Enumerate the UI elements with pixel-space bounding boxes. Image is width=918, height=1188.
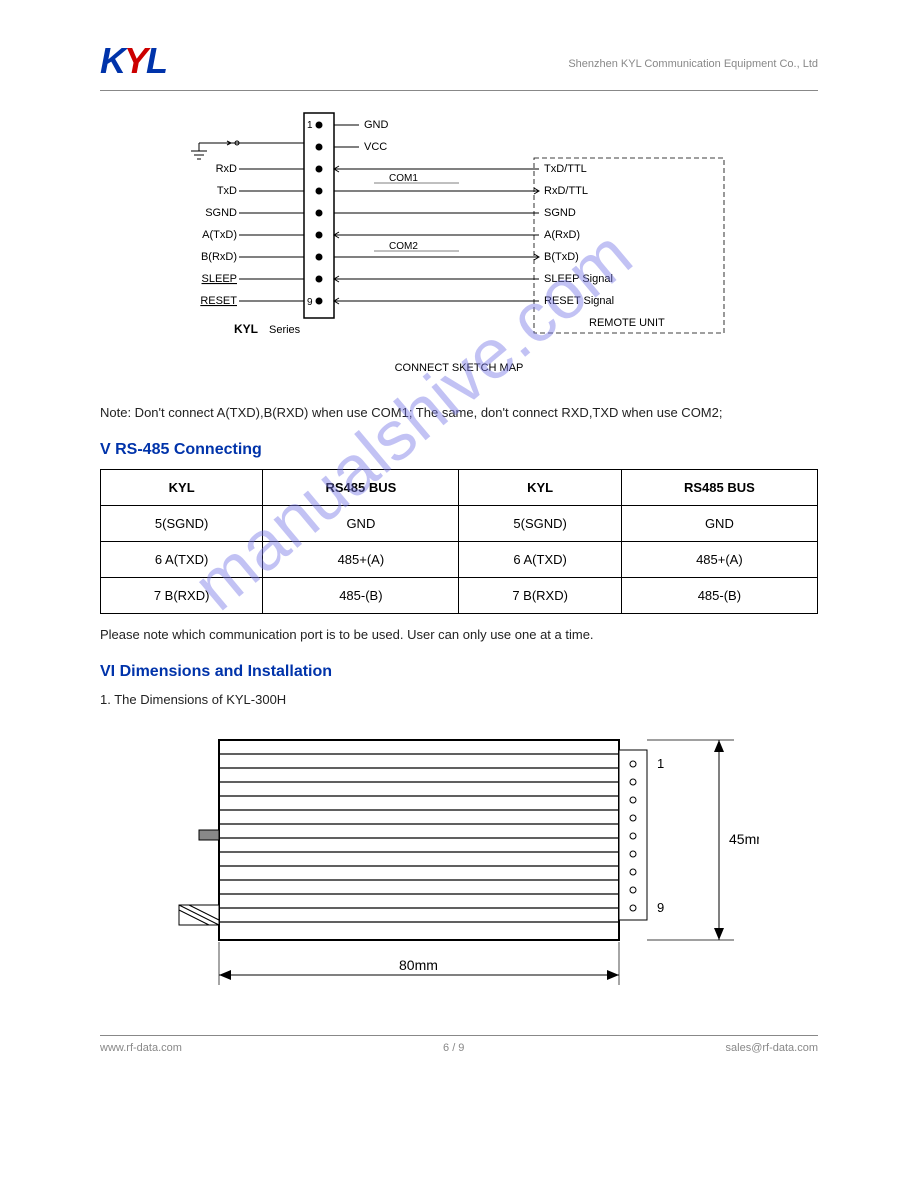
table-header: RS485 BUS: [621, 469, 817, 505]
header-company: Shenzhen KYL Communication Equipment Co.…: [568, 58, 818, 70]
svg-text:Series: Series: [269, 324, 301, 336]
svg-text:COM1: COM1: [389, 173, 418, 184]
svg-text:SLEEP Signal: SLEEP Signal: [544, 273, 613, 285]
rs485-table: KYL RS485 BUS KYL RS485 BUS 5(SGND) GND …: [100, 469, 818, 614]
svg-text:80mm: 80mm: [399, 957, 438, 973]
footer-page-num: 6 / 9: [100, 1042, 818, 1054]
svg-text:1: 1: [657, 756, 664, 771]
svg-text:RxD: RxD: [216, 163, 237, 175]
table-row: 5(SGND) GND 5(SGND) GND: [101, 505, 818, 541]
logo-letter-l: L: [146, 40, 166, 81]
table-header: KYL: [459, 469, 621, 505]
svg-text:SGND: SGND: [544, 207, 576, 219]
table-row: 6 A(TXD) 485+(A) 6 A(TXD) 485+(A): [101, 541, 818, 577]
svg-text:1: 1: [307, 120, 313, 131]
dimensions-heading: VI Dimensions and Installation: [100, 663, 818, 681]
svg-text:RxD/TTL: RxD/TTL: [544, 185, 588, 197]
svg-text:VCC: VCC: [364, 141, 387, 153]
svg-text:9: 9: [307, 297, 313, 308]
sketch-caption: CONNECT SKETCH MAP: [179, 362, 739, 374]
svg-text:B(RxD): B(RxD): [201, 251, 237, 263]
footer-email: sales@rf-data.com: [726, 1042, 818, 1054]
svg-text:A(RxD): A(RxD): [544, 229, 580, 241]
table-row: 7 B(RXD) 485-(B) 7 B(RXD) 485-(B): [101, 577, 818, 613]
svg-text:RESET Signal: RESET Signal: [544, 295, 614, 307]
logo-letter-k: K: [100, 40, 124, 81]
svg-text:KYL: KYL: [234, 322, 258, 336]
logo-letter-y: Y: [124, 40, 146, 81]
dimensions-caption: 1. The Dimensions of KYL-300H: [100, 691, 818, 710]
svg-text:RESET: RESET: [200, 295, 237, 307]
table-header: KYL: [101, 469, 263, 505]
connect-sketch-diagram: 1 9 RxD TxD SGND A(TxD) B(RxD) SLEEP RES…: [179, 103, 739, 374]
svg-text:GND: GND: [364, 119, 389, 131]
svg-text:A(TxD): A(TxD): [202, 229, 237, 241]
svg-text:B(TxD): B(TxD): [544, 251, 579, 263]
rs485-note: Please note which communication port is …: [100, 626, 818, 645]
page-footer: www.rf-data.com sales@rf-data.com 6 / 9: [100, 1035, 818, 1054]
footer-url: www.rf-data.com: [100, 1042, 182, 1054]
note-paragraph: Note: Don't connect A(TXD),B(RXD) when u…: [100, 404, 818, 423]
svg-text:SLEEP: SLEEP: [202, 273, 237, 285]
svg-text:9: 9: [657, 900, 664, 915]
table-row: KYL RS485 BUS KYL RS485 BUS: [101, 469, 818, 505]
svg-text:COM2: COM2: [389, 241, 418, 252]
table-header: RS485 BUS: [263, 469, 459, 505]
dimensions-diagram: 1 9 45mm 80mm: [159, 720, 759, 1005]
page-header: Shenzhen KYL Communication Equipment Co.…: [100, 40, 818, 82]
logo: KYL: [100, 40, 166, 81]
svg-text:TxD: TxD: [217, 185, 237, 197]
rs485-heading: V RS-485 Connecting: [100, 441, 818, 459]
svg-text:TxD/TTL: TxD/TTL: [544, 163, 587, 175]
svg-text:45mm: 45mm: [729, 831, 759, 847]
svg-text:SGND: SGND: [205, 207, 237, 219]
header-rule: [100, 90, 818, 91]
svg-text:REMOTE UNIT: REMOTE UNIT: [589, 317, 665, 329]
